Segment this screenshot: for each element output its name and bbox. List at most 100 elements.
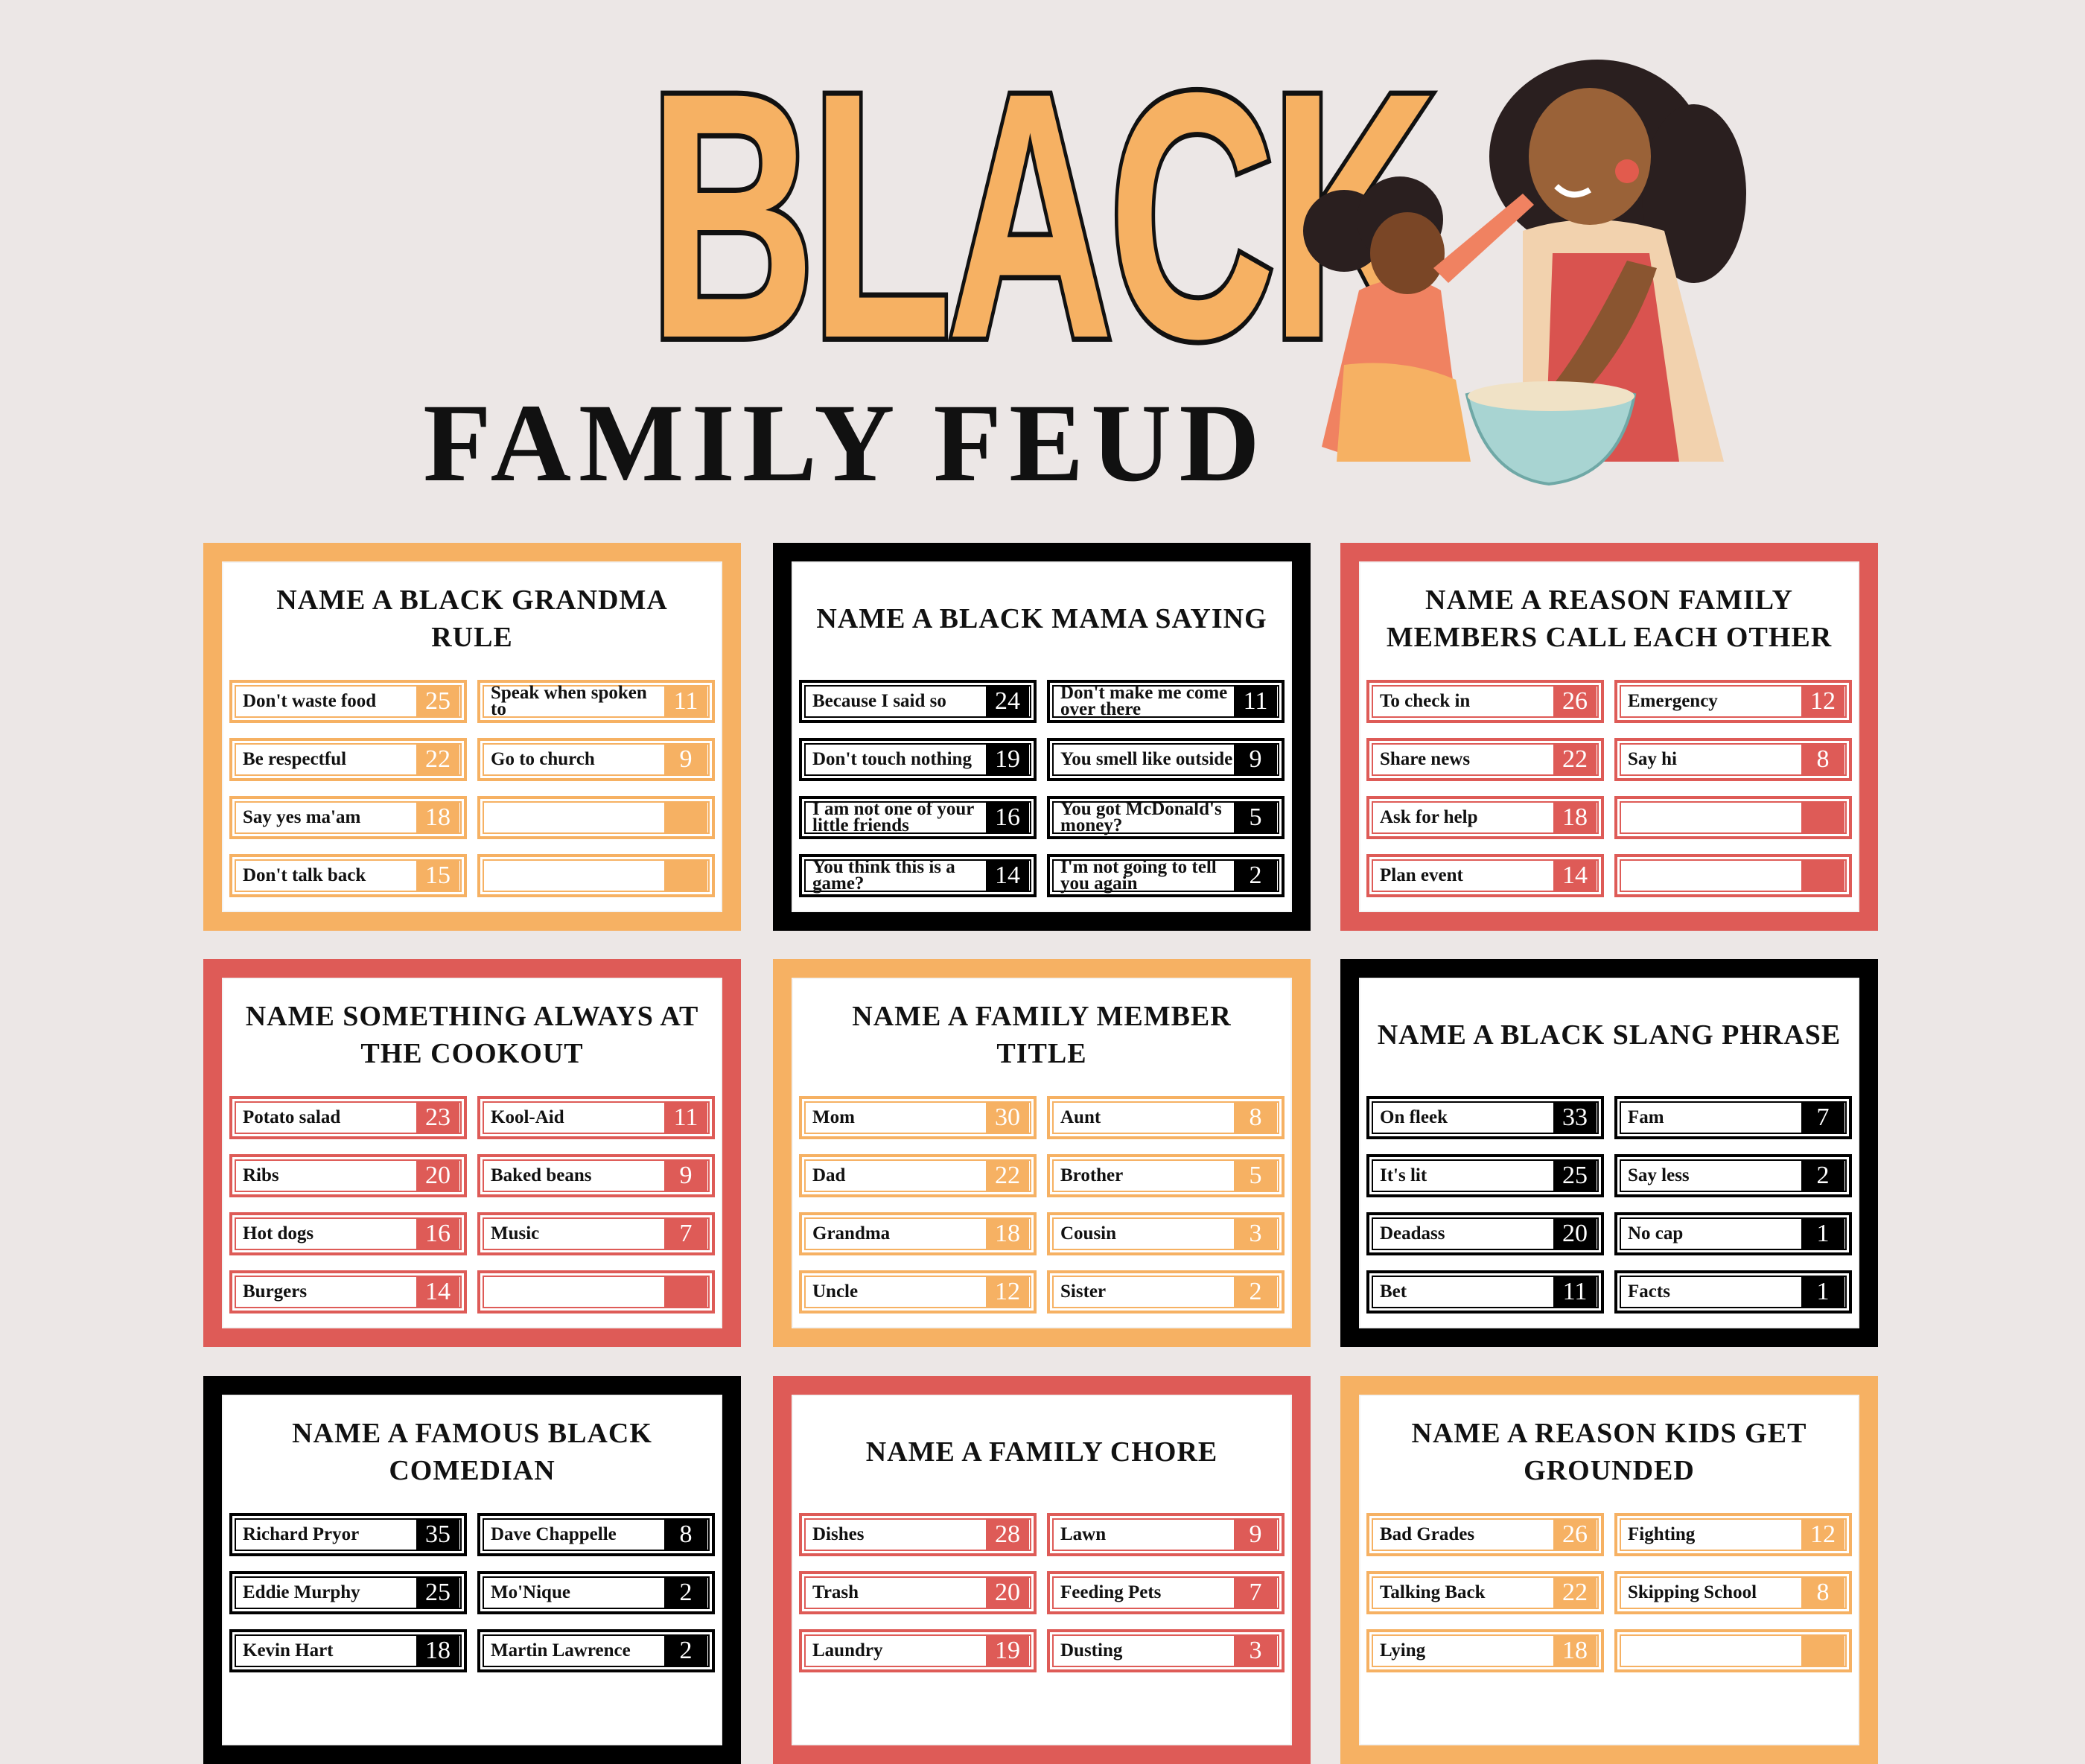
answer-text: Ask for help [1380,807,1478,827]
answer-grid: Mom 30 Aunt 8 Dad 22 Brother 5 Grandma 18 Cousin 3 U… [799,1096,1285,1314]
answer-text: Speak when spoken to [491,683,647,719]
answer-text: Say yes ma'am [243,807,361,827]
answer-points: 35 [416,1518,459,1551]
answer-slot: Sister 2 [1047,1270,1285,1314]
answer-points: 20 [416,1159,459,1192]
question-title: NAME A FAMILY MEMBER TITLE [852,1001,1232,1069]
answer-slot: Fighting 12 [1614,1513,1852,1556]
answer-points: 22 [416,743,459,776]
answer-text: Don't talk back [243,865,366,885]
answer-text: Mo'Nique [491,1582,570,1602]
answer-slot: You smell like outside 9 [1047,738,1285,781]
answer-points: 22 [986,1159,1029,1192]
answer-points: 7 [664,1217,707,1250]
answer-text: Richard Pryor [243,1524,360,1544]
answer-text: Trash [812,1582,859,1602]
answer-grid: Potato salad 23 Kool-Aid 11 Ribs 20 Baked bean… [229,1096,715,1314]
title-family-feud: FAMILY FEUD [423,381,1267,505]
card-inner: NAME A BLACK MAMA SAYING Because I said s… [792,561,1292,912]
answer-slot: On fleek 33 [1366,1096,1604,1139]
answer-slot: Martin Lawrence 2 [477,1629,715,1672]
answer-slot: Potato salad 23 [229,1096,467,1139]
answer-slot: Kool-Aid 11 [477,1096,715,1139]
answer-slot: I'm not going to tell you again 2 [1047,854,1285,897]
answer-points: 23 [416,1101,459,1134]
answer-slot: Laundry 19 [799,1629,1037,1672]
answer-grid: Don't waste food 25 Speak when spoken to 11… [229,680,715,897]
answer-text: Potato salad [243,1107,341,1127]
answer-slot [477,1270,715,1314]
answer-text: You got McDonald's money? [1060,799,1222,835]
answer-slot: Bad Grades 26 [1366,1513,1604,1556]
answer-slot: Hot dogs 16 [229,1212,467,1255]
answer-points: 22 [1553,1576,1597,1609]
answer-text: I'm not going to tell you again [1060,857,1217,894]
answer-text: Fighting [1628,1524,1696,1544]
answer-points: 18 [416,1634,459,1667]
answer-text: Dave Chappelle [491,1524,617,1544]
answer-points: 26 [1553,1518,1597,1551]
answer-slot: To check in 26 [1366,680,1604,723]
mother-daughter-illustration [1303,60,1746,486]
answer-text: To check in [1380,691,1471,711]
answer-slot: Fam 7 [1614,1096,1852,1139]
answer-grid: Bad Grades 26 Fighting 12 Talking Back 22 Skip… [1366,1513,1852,1672]
answer-text: Dusting [1060,1640,1123,1660]
answer-text: Fam [1628,1107,1664,1127]
answer-slot: Don't talk back 15 [229,854,467,897]
answer-text: Share news [1380,749,1471,769]
answer-slot [477,854,715,897]
answer-slot: Feeding Pets 7 [1047,1571,1285,1614]
answer-text: Sister [1060,1281,1107,1302]
answer-text: Be respectful [243,749,347,769]
answer-points: 16 [416,1217,459,1250]
question-title: NAME A BLACK GRANDMA RULE [276,585,668,653]
question-card: NAME A REASON KIDS GET GROUNDED Bad Grade… [1340,1376,1878,1764]
answer-grid: Dishes 28 Lawn 9 Trash 20 Feeding Pets 7 Laundry… [799,1513,1285,1672]
answer-grid: To check in 26 Emergency 12 Share news 22 Say … [1366,680,1852,897]
answer-slot [1614,1629,1852,1672]
answer-points [1801,1634,1844,1667]
answer-slot: Be respectful 22 [229,738,467,781]
answer-points: 2 [664,1576,707,1609]
answer-text: Eddie Murphy [243,1582,360,1602]
answer-points: 8 [1801,1576,1844,1609]
answer-slot: Talking Back 22 [1366,1571,1604,1614]
card-inner: NAME A FAMILY CHORE Dishes 28 Lawn 9 Trash 20 F… [792,1395,1292,1745]
answer-points: 2 [1801,1159,1844,1192]
answer-points: 14 [416,1276,459,1308]
answer-points: 1 [1801,1217,1844,1250]
answer-slot [1614,854,1852,897]
answer-slot: Richard Pryor 35 [229,1513,467,1556]
answer-points [1801,859,1844,892]
answer-text: Ribs [243,1165,279,1185]
answer-points [664,1276,707,1308]
answer-points: 3 [1234,1217,1277,1250]
answer-points: 2 [1234,1276,1277,1308]
answer-text: Say hi [1628,749,1678,769]
answer-slot: Emergency 12 [1614,680,1852,723]
question-card: NAME SOMETHING ALWAYS AT THE COOKOUT Pota… [203,959,741,1347]
answer-points: 20 [1553,1217,1597,1250]
answer-text: You smell like outside [1060,749,1233,769]
answer-text: Facts [1628,1281,1670,1302]
answer-slot: Facts 1 [1614,1270,1852,1314]
answer-points: 12 [1801,685,1844,718]
answer-slot: Say yes ma'am 18 [229,796,467,839]
answer-slot: Say hi 8 [1614,738,1852,781]
answer-points: 8 [1234,1101,1277,1134]
answer-text: Brother [1060,1165,1124,1185]
answer-points: 30 [986,1101,1029,1134]
answer-points: 14 [1553,859,1597,892]
answer-points: 9 [664,1159,707,1192]
answer-points [1801,801,1844,834]
answer-text: Mom [812,1107,855,1127]
answer-points: 7 [1801,1101,1844,1134]
answer-text: Don't waste food [243,691,377,711]
answer-slot: Music 7 [477,1212,715,1255]
answer-slot: Ask for help 18 [1366,796,1604,839]
answer-text: No cap [1628,1223,1684,1244]
answer-text: Say less [1628,1165,1690,1185]
question-card: NAME A FAMILY CHORE Dishes 28 Lawn 9 Trash 20 F… [773,1376,1311,1764]
answer-points: 11 [1553,1276,1597,1308]
